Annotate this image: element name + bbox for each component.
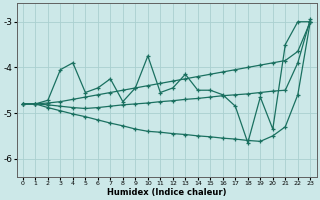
X-axis label: Humidex (Indice chaleur): Humidex (Indice chaleur) xyxy=(107,188,226,197)
